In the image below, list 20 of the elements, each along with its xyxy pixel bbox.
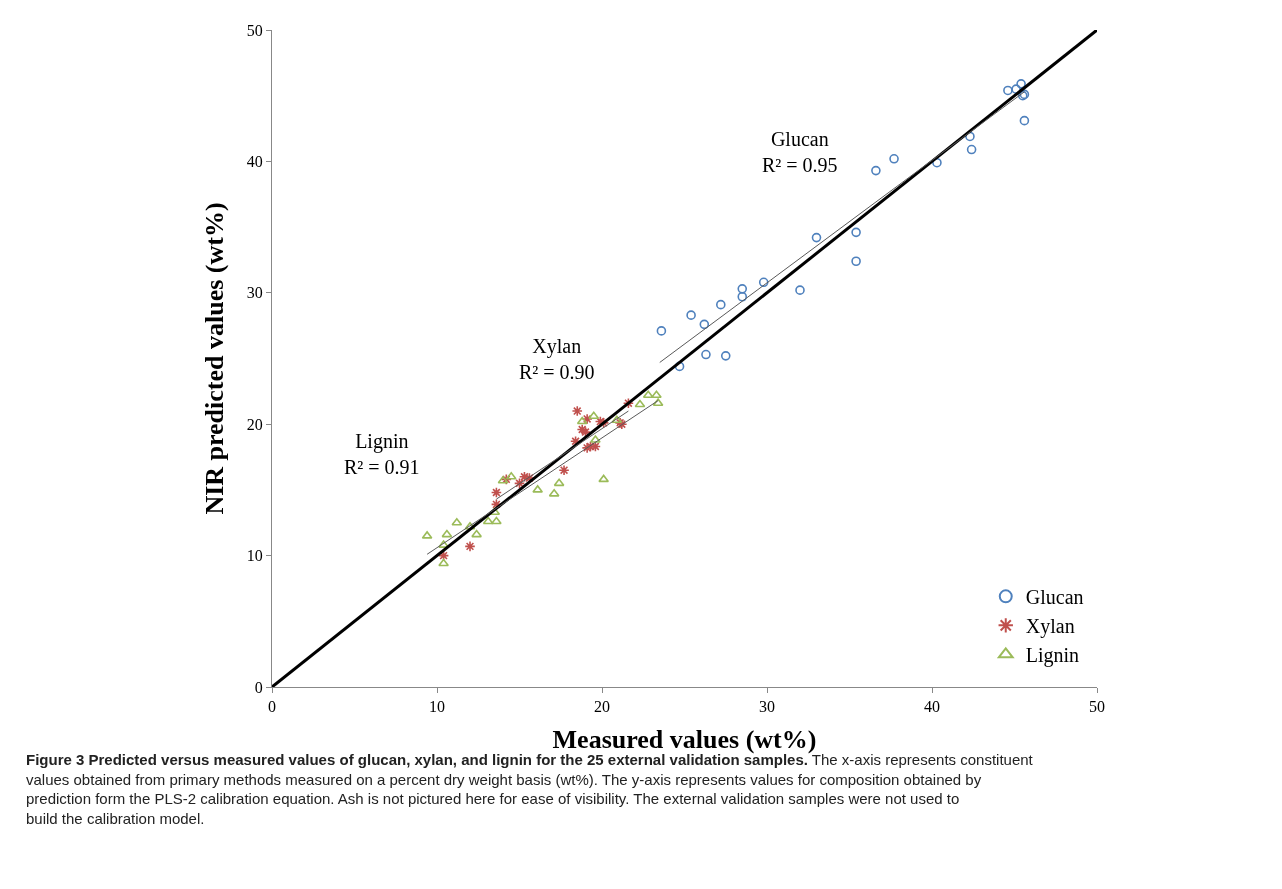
x-tick-label: 50: [1089, 698, 1105, 716]
x-axis-title: Measured values (wt%): [552, 724, 817, 754]
annotation: Xylan R² = 0.90: [519, 335, 595, 383]
y-axis-title: NIR predicted values (wt%): [200, 202, 230, 515]
legend-label: Xylan: [1025, 615, 1075, 639]
annotation: Lignin R² = 0.91: [344, 430, 420, 478]
x-tick-label: 20: [594, 698, 610, 716]
legend-label: Lignin: [1025, 644, 1080, 668]
x-tick-label: 0: [268, 698, 276, 716]
y-tick-label: 10: [246, 547, 263, 565]
x-tick-label: 30: [759, 698, 775, 716]
y-tick-label: 30: [246, 284, 263, 302]
y-tick-label: 20: [246, 415, 263, 433]
annotation: Glucan R² = 0.95: [762, 128, 838, 176]
x-tick-label: 40: [924, 698, 940, 716]
legend-label: Glucan: [1025, 586, 1084, 609]
x-tick-label: 10: [429, 698, 445, 716]
y-tick-label: 50: [246, 21, 263, 39]
y-tick-label: 40: [246, 153, 263, 170]
y-tick-label: 0: [254, 678, 263, 696]
